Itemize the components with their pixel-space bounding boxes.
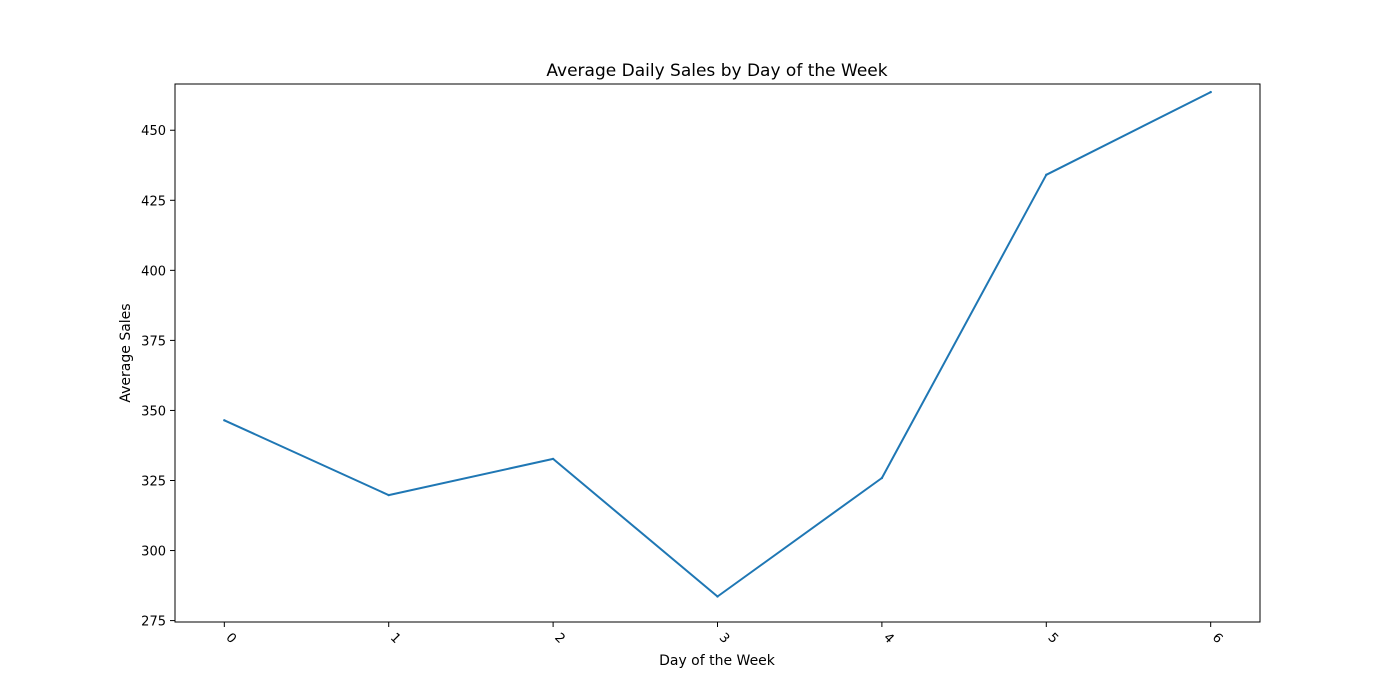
- plot-area: [223, 90, 1212, 598]
- x-tick-label: 0: [223, 630, 239, 646]
- data-point-0-4: [880, 476, 884, 480]
- y-tick-label: 325: [141, 474, 166, 489]
- x-tick-label: 6: [1209, 630, 1225, 646]
- data-point-0-2: [551, 457, 555, 461]
- y-tick-label: 425: [141, 194, 166, 209]
- x-tick-label: 3: [716, 630, 732, 646]
- data-point-0-6: [1209, 90, 1212, 94]
- axes: 0 1 2 3 4 5 6 275 300 325 350 375 400 425 450: [141, 83, 1261, 647]
- series-line-0: [223, 91, 1212, 598]
- data-point-0-1: [387, 493, 390, 497]
- y-tick-label: 450: [141, 124, 166, 139]
- y-tick-label: 350: [141, 404, 166, 419]
- y-tick-label: 275: [141, 615, 166, 630]
- axes-frame: [174, 83, 1261, 623]
- x-tick-label: 2: [551, 630, 567, 646]
- data-point-0-5: [1045, 173, 1048, 176]
- data-point-0-0: [223, 419, 226, 422]
- y-tick-label: 300: [141, 545, 166, 560]
- x-tick-label: 5: [1045, 630, 1061, 646]
- x-tick-label: 1: [387, 630, 403, 646]
- y-tick-label: 375: [141, 334, 166, 349]
- data-point-0-3: [716, 595, 719, 598]
- chart-title: Average Daily Sales by Day of the Week: [546, 61, 887, 81]
- x-axis-title: Day of the Week: [659, 653, 776, 669]
- y-tick-label: 400: [141, 264, 166, 279]
- x-tick-label: 4: [880, 630, 896, 646]
- y-axis-title: Average Sales: [118, 303, 134, 402]
